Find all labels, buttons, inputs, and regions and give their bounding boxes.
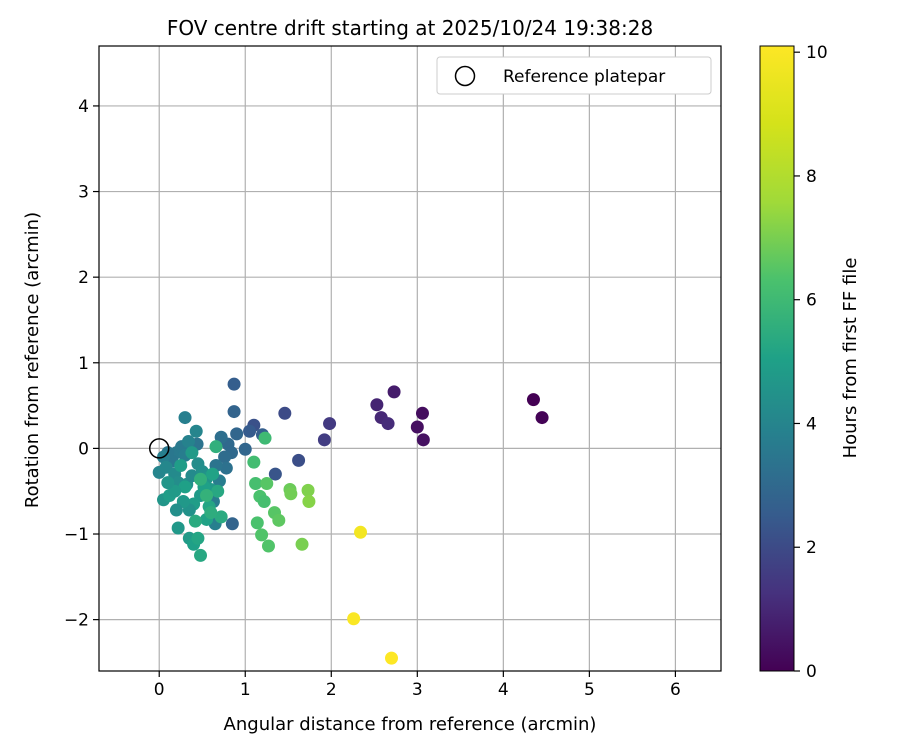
data-point bbox=[227, 405, 241, 419]
x-axis-ticks: 0 1 2 3 4 5 6 bbox=[154, 671, 681, 700]
data-point bbox=[416, 433, 430, 447]
data-point bbox=[258, 431, 272, 445]
data-point bbox=[410, 420, 424, 434]
x-tick-label: 3 bbox=[412, 680, 423, 700]
data-point bbox=[301, 483, 315, 497]
colorbar-tick-label: 4 bbox=[806, 414, 817, 434]
data-point bbox=[178, 411, 192, 425]
data-point bbox=[268, 467, 282, 481]
colorbar-tick-label: 0 bbox=[806, 662, 817, 682]
data-point bbox=[347, 612, 361, 626]
data-point bbox=[302, 494, 316, 508]
x-tick-label: 0 bbox=[154, 680, 165, 700]
data-point bbox=[381, 417, 395, 431]
data-point bbox=[261, 539, 275, 553]
data-point bbox=[174, 459, 188, 473]
legend-marker bbox=[454, 65, 476, 87]
y-tick-label: −1 bbox=[64, 525, 89, 545]
colorbar-tick-label: 2 bbox=[806, 538, 817, 558]
data-point bbox=[206, 467, 220, 481]
data-point bbox=[272, 513, 286, 527]
data-point bbox=[250, 516, 264, 530]
data-point bbox=[535, 411, 549, 425]
y-tick-label: 3 bbox=[78, 183, 89, 203]
data-point bbox=[260, 477, 274, 490]
data-point bbox=[295, 537, 309, 551]
data-point bbox=[181, 435, 195, 449]
data-point bbox=[204, 506, 218, 520]
y-tick-label: −2 bbox=[64, 611, 89, 631]
data-point bbox=[278, 406, 292, 420]
chart-title: FOV centre drift starting at 2025/10/24 … bbox=[167, 16, 653, 40]
data-point bbox=[243, 424, 257, 438]
data-point bbox=[323, 417, 337, 431]
x-tick-label: 1 bbox=[240, 680, 251, 700]
colorbar-ticks: 0 2 4 6 8 10 bbox=[794, 43, 828, 682]
data-point bbox=[255, 528, 269, 542]
data-point bbox=[188, 514, 202, 528]
y-tick-label: 4 bbox=[78, 97, 89, 117]
reference-platepar-marker bbox=[148, 438, 170, 459]
data-point bbox=[526, 393, 540, 407]
data-point bbox=[227, 377, 241, 391]
y-tick-label: 0 bbox=[78, 439, 89, 459]
data-point bbox=[370, 398, 384, 412]
legend-box bbox=[436, 56, 712, 95]
x-tick-label: 5 bbox=[584, 680, 595, 700]
reference-marker-group bbox=[148, 438, 170, 459]
data-point bbox=[385, 651, 399, 665]
data-point bbox=[171, 521, 185, 535]
colorbar-gradient bbox=[759, 45, 795, 672]
data-point bbox=[161, 476, 175, 490]
data-point bbox=[189, 424, 203, 438]
data-point bbox=[292, 453, 306, 467]
data-point bbox=[238, 442, 252, 456]
colorbar-tick-label: 10 bbox=[806, 43, 828, 63]
colorbar-tick-label: 6 bbox=[806, 291, 817, 311]
x-tick-label: 2 bbox=[326, 680, 337, 700]
colorbar-tick-label: 8 bbox=[806, 167, 817, 187]
y-tick-label: 2 bbox=[78, 268, 89, 288]
data-point bbox=[200, 488, 214, 502]
data-point bbox=[317, 433, 331, 447]
data-point bbox=[415, 406, 429, 420]
colorbar-label: Hours from first FF file bbox=[840, 258, 861, 459]
data-point bbox=[225, 517, 239, 531]
data-point bbox=[209, 440, 223, 454]
data-point bbox=[169, 503, 183, 517]
data-point bbox=[247, 455, 261, 469]
y-tick-label: 1 bbox=[78, 354, 89, 374]
data-point bbox=[230, 427, 244, 441]
x-tick-label: 4 bbox=[498, 680, 509, 700]
data-point bbox=[191, 531, 205, 545]
data-point bbox=[178, 480, 192, 494]
x-tick-label: 6 bbox=[670, 680, 681, 700]
data-point bbox=[218, 450, 232, 464]
x-axis-label: Angular distance from reference (arcmin) bbox=[224, 714, 597, 735]
data-point bbox=[354, 525, 368, 539]
y-axis-label: Rotation from reference (arcmin) bbox=[22, 212, 43, 508]
colorbar: 0 2 4 6 8 10 Hours from first FF file bbox=[759, 43, 861, 682]
data-point bbox=[284, 487, 298, 501]
plot-frame bbox=[98, 45, 722, 672]
data-point bbox=[249, 477, 263, 490]
data-point bbox=[194, 548, 208, 562]
data-point bbox=[211, 484, 225, 498]
data-point bbox=[387, 385, 401, 399]
data-point bbox=[185, 446, 199, 460]
data-point bbox=[194, 472, 208, 486]
legend: Reference platepar bbox=[436, 56, 712, 95]
data-point bbox=[214, 510, 228, 524]
data-point bbox=[257, 494, 271, 508]
y-axis-ticks: −2 −1 0 1 2 3 4 bbox=[64, 97, 99, 631]
scatter-series bbox=[152, 377, 549, 665]
legend-entry-reference-platepar: Reference platepar bbox=[503, 67, 665, 87]
data-point bbox=[219, 461, 233, 475]
